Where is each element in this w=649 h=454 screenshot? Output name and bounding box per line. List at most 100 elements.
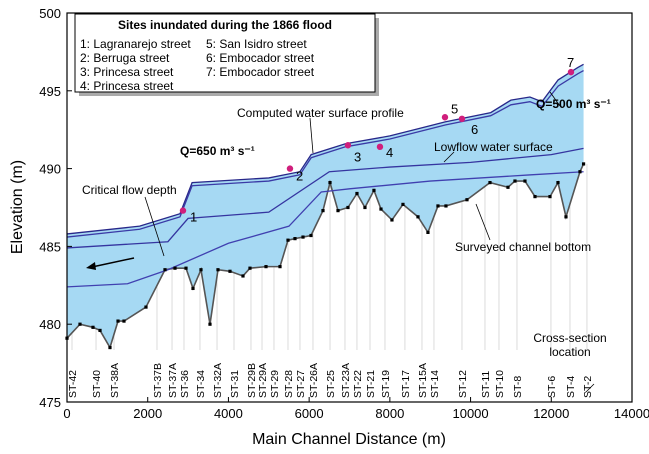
x-tick-label: 0 bbox=[63, 406, 70, 421]
section-label: ST-29B bbox=[246, 363, 258, 398]
y-tick-label: 495 bbox=[39, 84, 61, 99]
cross-section-label: Cross-section location bbox=[533, 331, 607, 359]
site-point bbox=[286, 165, 294, 172]
survey-point bbox=[241, 274, 245, 278]
site-point bbox=[376, 143, 384, 151]
site-label: 7 bbox=[567, 55, 574, 70]
survey-point bbox=[578, 170, 582, 174]
survey-point bbox=[488, 181, 492, 185]
legend-box bbox=[74, 13, 376, 93]
y-axis-label: Elevation (m) bbox=[9, 160, 26, 254]
site-label: 1 bbox=[190, 210, 197, 225]
annotation: Q=650 m³ s⁻¹ bbox=[180, 144, 255, 158]
flow-arrowhead bbox=[86, 262, 96, 270]
survey-point bbox=[346, 205, 350, 210]
x-tick-label: 10000 bbox=[452, 406, 488, 421]
survey-point bbox=[91, 325, 95, 329]
site-label: 6 bbox=[471, 122, 478, 137]
survey-point bbox=[78, 322, 82, 326]
flow-arrow bbox=[91, 257, 135, 268]
site-point bbox=[344, 142, 352, 149]
y-tick-label: 480 bbox=[39, 317, 61, 332]
survey-point bbox=[390, 218, 394, 222]
survey-point bbox=[379, 207, 383, 211]
section-label: ST-12 bbox=[457, 370, 469, 398]
survey-point bbox=[363, 205, 367, 210]
axes: 0 2000 4000 6000 8000 10000 12000 1400047548048… bbox=[39, 6, 649, 421]
survey-point bbox=[184, 266, 188, 270]
annotation: Computed water surface profile bbox=[237, 106, 404, 120]
series-line bbox=[66, 147, 584, 249]
site-point bbox=[441, 114, 449, 121]
survey-point bbox=[191, 286, 195, 291]
section-label: ST-38A bbox=[109, 363, 121, 398]
section-label: ST-37B bbox=[152, 363, 164, 398]
survey-point bbox=[144, 305, 148, 309]
survey-point bbox=[264, 265, 268, 269]
section-label: ST-8 bbox=[512, 376, 524, 398]
legend-entry: 1: Lagranarejo street bbox=[80, 37, 191, 51]
pointer bbox=[443, 151, 455, 163]
series-line bbox=[66, 70, 584, 238]
survey-point bbox=[301, 235, 305, 239]
x-tick-label: 6000 bbox=[295, 406, 324, 421]
survey-point bbox=[556, 181, 560, 185]
survey-point bbox=[98, 328, 102, 333]
section-label: ST-31 bbox=[229, 370, 241, 398]
survey-point bbox=[372, 188, 376, 192]
section-label: ST-25 bbox=[325, 370, 337, 398]
site-label: 4 bbox=[386, 145, 393, 160]
section-label: ST-42 bbox=[67, 370, 79, 398]
annotation: Surveyed channel bottom bbox=[455, 240, 591, 254]
sections: ST-42 ST-40 ST-38A ST-37B ST-37A ST-36 ST-34 ST… bbox=[67, 163, 594, 398]
section-label: ST-2 bbox=[582, 376, 594, 398]
y-tick-label: 475 bbox=[39, 395, 61, 410]
survey-point bbox=[401, 202, 405, 206]
y-tick-label: 485 bbox=[39, 239, 61, 254]
pointer bbox=[585, 383, 595, 393]
lines-layer: 1 2 3 4 56 7 bbox=[65, 55, 586, 350]
legend-entry: 4: Princesa street bbox=[80, 79, 174, 93]
annotation: Critical flow depth bbox=[82, 183, 177, 197]
series-line bbox=[66, 63, 584, 235]
section-label: ST-15A bbox=[417, 363, 429, 398]
section-label: ST-26A bbox=[308, 363, 320, 398]
section-label: ST-17 bbox=[400, 370, 412, 398]
survey-point bbox=[321, 209, 325, 213]
section-label: ST-34 bbox=[195, 370, 207, 398]
survey-point bbox=[533, 195, 537, 199]
x-axis-label: Main Channel Distance (m) bbox=[252, 431, 446, 448]
survey-point bbox=[173, 266, 177, 270]
survey-point bbox=[416, 215, 420, 219]
y-tick-label: 500 bbox=[39, 6, 61, 21]
section-label: ST-21 bbox=[365, 370, 377, 398]
survey-point bbox=[436, 204, 440, 208]
survey-point bbox=[426, 230, 430, 234]
site-label: 3 bbox=[354, 149, 361, 164]
survey-point bbox=[564, 215, 568, 219]
survey-point bbox=[309, 233, 313, 238]
x-tick-label: 4000 bbox=[214, 406, 243, 421]
survey-point bbox=[216, 268, 220, 272]
section-label: ST-14 bbox=[429, 370, 441, 398]
section-label: ST-40 bbox=[91, 370, 103, 398]
site-label: 5 bbox=[451, 101, 458, 116]
site-point bbox=[179, 207, 187, 214]
survey-point bbox=[248, 266, 252, 270]
section-label: ST-22 bbox=[352, 370, 364, 398]
section-label: ST-37A bbox=[167, 363, 179, 398]
survey-point bbox=[506, 185, 510, 189]
x-tick-label: 8000 bbox=[375, 406, 404, 421]
survey-point bbox=[444, 204, 448, 208]
section-label: ST-27 bbox=[295, 370, 307, 398]
survey-point bbox=[581, 162, 586, 166]
x-tick-label: 2000 bbox=[133, 406, 162, 421]
annotation: Q=500 m³ s⁻¹ bbox=[536, 97, 611, 111]
survey-point bbox=[286, 238, 290, 242]
section-label: ST-23A bbox=[340, 363, 352, 398]
survey-point bbox=[355, 191, 359, 196]
legend-entry: 7: Embocador street bbox=[206, 65, 315, 79]
